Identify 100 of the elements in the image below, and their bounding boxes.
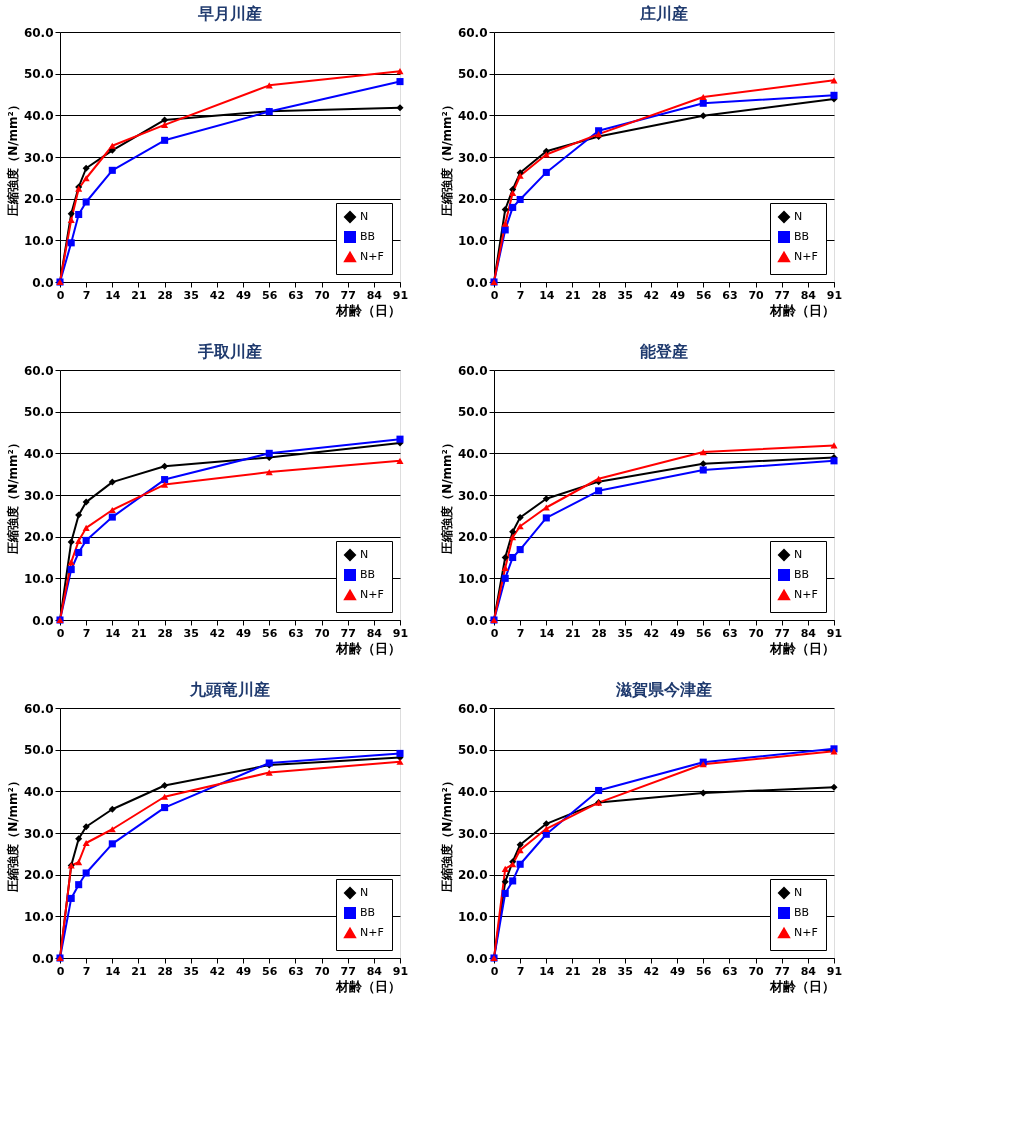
x-tick-label: 77 (774, 626, 790, 640)
y-tick-label: 20.0 (23, 530, 54, 545)
x-tick-label: 28 (157, 288, 173, 302)
legend-label: N (794, 210, 803, 223)
x-tick-label: 91 (392, 626, 409, 640)
x-tick-label: 70 (748, 288, 765, 302)
x-tick-label: 28 (591, 626, 607, 640)
y-tick-label: 50.0 (23, 67, 54, 82)
x-tick-label: 28 (157, 964, 173, 978)
x-tick-label: 56 (696, 626, 712, 640)
legend-label: N (360, 210, 369, 223)
y-axis-title: 圧縮強度（N/mm²） (439, 99, 454, 217)
y-tick-label: 60.0 (23, 363, 54, 378)
x-tick-label: 7 (516, 626, 525, 640)
x-tick-label: 21 (565, 288, 581, 302)
x-tick-label: 77 (774, 964, 790, 978)
y-tick-label: 40.0 (457, 108, 488, 123)
y-axis-title: 圧縮強度（N/mm²） (439, 437, 454, 555)
x-tick-label: 49 (669, 288, 686, 302)
x-tick-label: 70 (314, 964, 331, 978)
x-tick-label: 63 (722, 964, 738, 978)
x-tick-label: 91 (826, 288, 843, 302)
x-tick-label: 84 (366, 626, 383, 640)
x-tick-label: 21 (131, 288, 147, 302)
x-tick-label: 21 (131, 626, 147, 640)
y-tick-label: 10.0 (23, 909, 54, 924)
y-tick-label: 10.0 (23, 571, 54, 586)
x-tick-label: 14 (539, 288, 555, 302)
x-tick-label: 28 (157, 626, 173, 640)
legend-label: N+F (360, 250, 384, 263)
x-tick-label: 0 (490, 964, 499, 978)
x-tick-label: 42 (643, 288, 660, 302)
x-tick-label: 70 (748, 964, 765, 978)
x-tick-label: 70 (314, 288, 331, 302)
y-tick-label: 40.0 (23, 784, 54, 799)
y-axis-title: 圧縮強度（N/mm²） (5, 437, 20, 555)
x-tick-label: 42 (643, 964, 660, 978)
x-tick-label: 14 (105, 626, 121, 640)
y-tick-label: 30.0 (457, 826, 488, 841)
legend-label: N+F (360, 926, 384, 939)
x-tick-label: 91 (826, 626, 843, 640)
y-tick-label: 60.0 (23, 701, 54, 716)
x-tick-label: 70 (748, 626, 765, 640)
x-tick-label: 63 (288, 288, 304, 302)
x-tick-label: 77 (340, 626, 356, 640)
y-tick-label: 50.0 (457, 405, 488, 420)
y-axis-title: 圧縮強度（N/mm²） (5, 99, 20, 217)
x-tick-label: 84 (800, 288, 817, 302)
y-tick-label: 10.0 (457, 571, 488, 586)
x-tick-label: 84 (800, 964, 817, 978)
x-tick-label: 35 (617, 288, 633, 302)
x-tick-label: 35 (183, 964, 199, 978)
y-tick-label: 20.0 (23, 868, 54, 883)
x-tick-label: 91 (826, 964, 843, 978)
y-tick-label: 40.0 (23, 446, 54, 461)
y-tick-label: 60.0 (457, 25, 488, 40)
y-tick-label: 10.0 (457, 233, 488, 248)
y-tick-label: 60.0 (23, 25, 54, 40)
legend-label: N+F (794, 926, 818, 939)
x-tick-label: 49 (235, 626, 252, 640)
x-tick-label: 84 (366, 964, 383, 978)
x-tick-label: 49 (669, 626, 686, 640)
y-tick-label: 30.0 (457, 150, 488, 165)
y-tick-label: 0.0 (32, 275, 54, 290)
y-tick-label: 40.0 (457, 446, 488, 461)
y-tick-label: 20.0 (23, 192, 54, 207)
y-tick-label: 20.0 (457, 192, 488, 207)
x-tick-label: 35 (617, 626, 633, 640)
x-tick-label: 0 (56, 288, 65, 302)
y-tick-label: 0.0 (32, 613, 54, 628)
x-tick-label: 21 (565, 964, 581, 978)
y-tick-label: 30.0 (457, 488, 488, 503)
x-tick-label: 42 (643, 626, 660, 640)
x-tick-label: 84 (800, 626, 817, 640)
legend-label: BB (360, 230, 376, 243)
x-tick-label: 14 (539, 964, 555, 978)
x-axis-title: 材齢（日） (334, 640, 401, 656)
x-tick-label: 77 (340, 288, 356, 302)
x-tick-label: 56 (696, 288, 712, 302)
x-tick-label: 56 (262, 964, 278, 978)
y-tick-label: 40.0 (457, 784, 488, 799)
x-tick-label: 35 (183, 626, 199, 640)
x-tick-label: 14 (105, 288, 121, 302)
chart-title: 能登産 (640, 342, 688, 361)
x-tick-label: 84 (366, 288, 383, 302)
x-tick-label: 77 (340, 964, 356, 978)
x-tick-label: 77 (774, 288, 790, 302)
x-tick-label: 28 (591, 288, 607, 302)
chart-title: 滋賀県今津産 (615, 680, 712, 699)
x-tick-label: 7 (516, 964, 525, 978)
chart-title: 手取川産 (197, 342, 262, 361)
x-tick-label: 42 (209, 288, 226, 302)
y-tick-label: 50.0 (457, 743, 488, 758)
y-tick-label: 50.0 (457, 67, 488, 82)
x-tick-label: 42 (209, 964, 226, 978)
legend-label: N (360, 886, 369, 899)
y-tick-label: 20.0 (457, 530, 488, 545)
x-tick-label: 63 (722, 626, 738, 640)
chart-title: 庄川産 (639, 4, 688, 23)
x-tick-label: 42 (209, 626, 226, 640)
